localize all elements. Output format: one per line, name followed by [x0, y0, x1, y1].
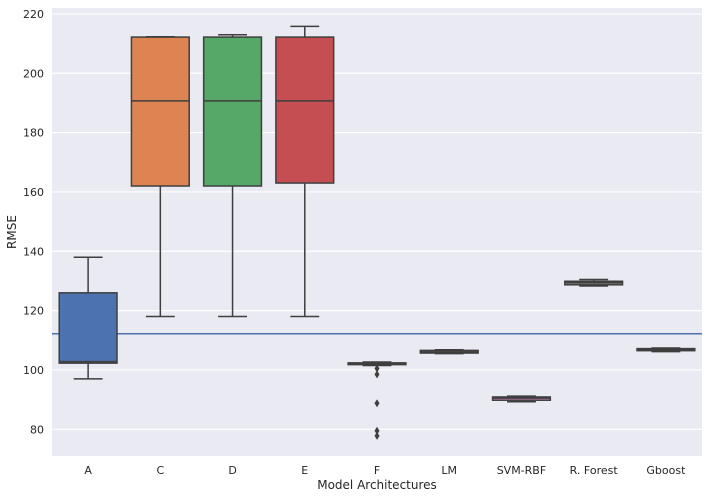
- boxes-group: [58, 25, 696, 440]
- box-body-c: [130, 36, 190, 187]
- box-a: [58, 256, 118, 380]
- box-c: [130, 36, 190, 318]
- box-body-e: [275, 36, 335, 184]
- box-body-d: [202, 36, 263, 187]
- flier-f-3: [374, 426, 380, 435]
- box-body-a: [58, 292, 118, 364]
- y-axis-label: RMSE: [5, 215, 19, 249]
- y-tick-label-220: 220: [23, 8, 44, 21]
- y-tick-label-80: 80: [30, 423, 44, 436]
- x-tick-label-a: A: [84, 464, 92, 477]
- x-tick-label-r-forest: R. Forest: [570, 464, 619, 477]
- box-r-forest: [564, 278, 624, 287]
- y-tick-label-160: 160: [23, 186, 44, 199]
- x-tick-label-lm: LM: [441, 464, 457, 477]
- box-gboost: [636, 347, 696, 353]
- x-tick-label-f: F: [374, 464, 380, 477]
- flier-f-1: [374, 370, 380, 379]
- y-tick-label-100: 100: [23, 364, 44, 377]
- box-d: [202, 33, 263, 318]
- y-tick-label-120: 120: [23, 305, 44, 318]
- y-tick-label-200: 200: [23, 67, 44, 80]
- y-tick-label-180: 180: [23, 127, 44, 140]
- x-tick-label-d: D: [228, 464, 236, 477]
- x-tick-label-gboost: Gboost: [646, 464, 686, 477]
- box-svm-rbf: [491, 395, 552, 403]
- y-tick-labels: 80 100 120 140 160 180 200 220: [23, 8, 44, 436]
- flier-f-2: [374, 399, 380, 408]
- box-lm: [419, 349, 479, 355]
- x-axis-label: Model Architectures: [317, 478, 437, 492]
- flier-f-0: [374, 364, 380, 373]
- flier-f-4: [374, 431, 380, 440]
- x-tick-labels: A C D E F LM SVM-RBF R. Forest Gboost: [84, 464, 686, 477]
- x-tick-label-e: E: [301, 464, 308, 477]
- x-tick-label-c: C: [156, 464, 164, 477]
- box-e: [275, 25, 335, 318]
- y-tick-label-140: 140: [23, 245, 44, 258]
- box-f: [347, 361, 407, 440]
- x-tick-label-svm-rbf: SVM-RBF: [497, 464, 546, 477]
